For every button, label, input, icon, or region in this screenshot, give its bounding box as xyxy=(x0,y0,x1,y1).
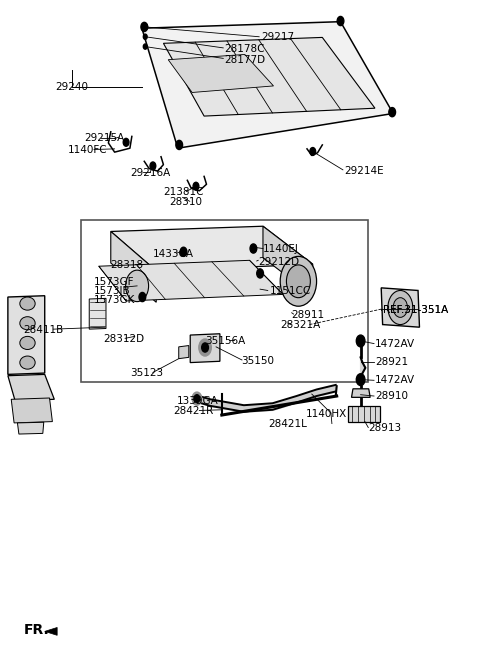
Text: 28421L: 28421L xyxy=(268,419,307,429)
Text: REF.31-351A: REF.31-351A xyxy=(383,305,448,315)
Text: FR.: FR. xyxy=(24,623,49,637)
Bar xyxy=(81,219,368,382)
Polygon shape xyxy=(89,298,106,329)
Text: 35150: 35150 xyxy=(241,355,275,366)
Text: 1140EJ: 1140EJ xyxy=(263,244,299,254)
Circle shape xyxy=(126,270,149,302)
Text: 1573GK: 1573GK xyxy=(94,295,135,306)
Polygon shape xyxy=(263,226,313,296)
Polygon shape xyxy=(351,389,370,397)
Polygon shape xyxy=(142,22,393,148)
Polygon shape xyxy=(163,37,375,116)
Text: 21381C: 21381C xyxy=(163,187,204,197)
Polygon shape xyxy=(111,226,313,271)
Circle shape xyxy=(356,335,365,347)
Circle shape xyxy=(150,162,156,170)
Polygon shape xyxy=(190,334,220,363)
Text: 1573JB: 1573JB xyxy=(94,286,131,296)
Text: 28177D: 28177D xyxy=(225,55,266,64)
Polygon shape xyxy=(11,398,52,423)
Text: 28911: 28911 xyxy=(292,309,325,320)
Polygon shape xyxy=(99,260,283,301)
Text: 1151CC: 1151CC xyxy=(270,286,311,296)
Polygon shape xyxy=(381,288,420,327)
Text: 28421R: 28421R xyxy=(173,406,213,416)
Circle shape xyxy=(250,244,257,253)
Text: 29216A: 29216A xyxy=(130,168,170,178)
Circle shape xyxy=(123,139,129,147)
Text: 35123: 35123 xyxy=(130,368,163,378)
Text: 1472AV: 1472AV xyxy=(375,375,415,385)
Circle shape xyxy=(389,108,396,117)
Polygon shape xyxy=(111,231,156,302)
Text: 1472AV: 1472AV xyxy=(375,338,415,349)
Circle shape xyxy=(141,22,148,32)
Polygon shape xyxy=(8,296,45,374)
Text: 1433CA: 1433CA xyxy=(153,249,194,259)
Circle shape xyxy=(139,292,146,302)
Text: 28318: 28318 xyxy=(110,260,143,270)
Circle shape xyxy=(280,256,317,306)
Circle shape xyxy=(310,148,316,156)
Circle shape xyxy=(388,290,413,325)
Circle shape xyxy=(257,269,264,278)
Ellipse shape xyxy=(20,336,35,350)
Text: 1339GA: 1339GA xyxy=(177,396,218,405)
Circle shape xyxy=(143,24,148,30)
Polygon shape xyxy=(179,346,189,359)
Text: 35156A: 35156A xyxy=(205,336,246,346)
Circle shape xyxy=(199,339,211,356)
Text: 28321A: 28321A xyxy=(280,320,321,330)
Text: 29217: 29217 xyxy=(262,32,295,42)
Circle shape xyxy=(176,141,182,150)
Polygon shape xyxy=(45,627,57,635)
Polygon shape xyxy=(8,374,54,401)
Ellipse shape xyxy=(20,317,35,330)
Polygon shape xyxy=(168,55,274,93)
Text: REF.31-351A: REF.31-351A xyxy=(383,305,448,315)
Text: 28921: 28921 xyxy=(375,357,408,367)
Circle shape xyxy=(193,182,199,190)
Polygon shape xyxy=(348,406,380,422)
Circle shape xyxy=(144,44,147,49)
Text: 28310: 28310 xyxy=(169,197,202,207)
Text: 28312D: 28312D xyxy=(104,334,145,344)
Ellipse shape xyxy=(20,356,35,369)
Circle shape xyxy=(194,395,200,403)
Circle shape xyxy=(393,298,408,317)
Text: 1140FC: 1140FC xyxy=(68,145,108,155)
Text: 1140HX: 1140HX xyxy=(306,409,348,419)
Text: 29214E: 29214E xyxy=(344,166,384,176)
Polygon shape xyxy=(17,422,44,434)
Circle shape xyxy=(337,16,344,26)
Circle shape xyxy=(287,265,311,298)
Circle shape xyxy=(202,343,208,352)
Text: 28910: 28910 xyxy=(375,391,408,401)
Circle shape xyxy=(356,374,365,386)
Polygon shape xyxy=(360,357,365,377)
Text: 28411B: 28411B xyxy=(24,325,64,336)
Text: 28913: 28913 xyxy=(368,423,401,433)
Text: 29215A: 29215A xyxy=(84,133,125,143)
Circle shape xyxy=(180,247,187,256)
Circle shape xyxy=(144,34,147,39)
Text: 28178C: 28178C xyxy=(225,44,265,55)
Circle shape xyxy=(192,392,202,405)
Text: 29240: 29240 xyxy=(56,82,89,92)
Text: 29212D: 29212D xyxy=(258,257,300,267)
Text: 1573GF: 1573GF xyxy=(94,277,134,287)
Ellipse shape xyxy=(20,297,35,310)
